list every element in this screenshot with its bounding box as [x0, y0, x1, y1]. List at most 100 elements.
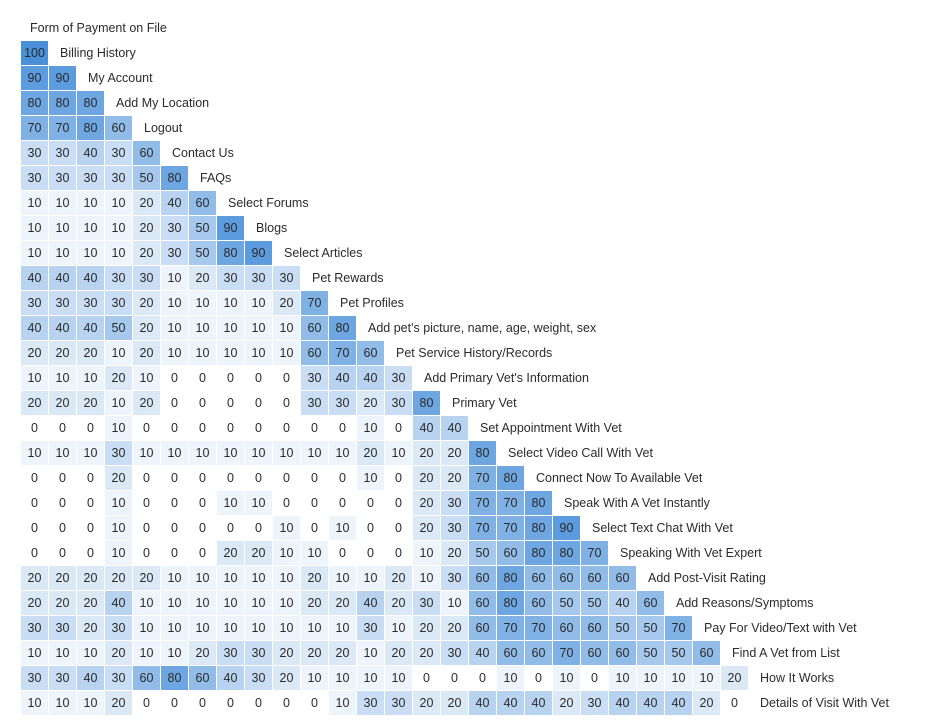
heatmap-cell: 50	[133, 166, 160, 190]
heatmap-cell: 0	[217, 391, 244, 415]
heatmap-cell: 70	[49, 116, 76, 140]
heatmap-cell: 10	[161, 316, 188, 340]
heatmap-cell: 0	[161, 366, 188, 390]
heatmap-cell: 0	[469, 666, 496, 690]
heatmap-cell: 30	[441, 641, 468, 665]
heatmap-cell: 30	[301, 366, 328, 390]
heatmap-cell: 70	[497, 516, 524, 540]
heatmap-cell: 30	[105, 291, 132, 315]
heatmap-cell: 80	[161, 166, 188, 190]
heatmap-cell: 10	[329, 566, 356, 590]
heatmap-cell: 10	[105, 516, 132, 540]
heatmap-cell: 0	[21, 541, 48, 565]
heatmap-cell: 40	[469, 691, 496, 715]
heatmap-cell: 30	[49, 666, 76, 690]
heatmap-cell: 80	[21, 91, 48, 115]
heatmap-cell: 10	[245, 316, 272, 340]
heatmap-cell: 10	[161, 266, 188, 290]
heatmap-cell: 0	[161, 541, 188, 565]
heatmap-cell: 30	[161, 241, 188, 265]
heatmap-cell: 20	[77, 341, 104, 365]
row-label: Connect Now To Available Vet	[536, 471, 703, 485]
heatmap-cell: 0	[217, 366, 244, 390]
heatmap-cell: 20	[133, 291, 160, 315]
row-label: Add Primary Vet's Information	[424, 371, 589, 385]
heatmap-cell: 10	[301, 616, 328, 640]
heatmap-cell: 30	[245, 666, 272, 690]
heatmap-cell: 0	[329, 416, 356, 440]
heatmap-cell: 10	[161, 591, 188, 615]
heatmap-cell: 80	[49, 91, 76, 115]
heatmap-cell: 20	[441, 691, 468, 715]
heatmap-cell: 50	[469, 541, 496, 565]
heatmap-cell: 10	[21, 191, 48, 215]
heatmap-cell: 10	[189, 441, 216, 465]
heatmap-cell: 40	[49, 266, 76, 290]
heatmap-cell: 0	[189, 541, 216, 565]
heatmap-cell: 0	[385, 516, 412, 540]
heatmap-cell: 30	[105, 441, 132, 465]
heatmap-cell: 10	[217, 591, 244, 615]
heatmap-cell: 20	[357, 441, 384, 465]
heatmap-cell: 40	[357, 366, 384, 390]
heatmap-cell: 0	[245, 416, 272, 440]
heatmap-cell: 30	[273, 266, 300, 290]
heatmap-cell: 10	[189, 316, 216, 340]
heatmap-cell: 0	[21, 516, 48, 540]
row-label: Contact Us	[172, 146, 234, 160]
heatmap-cell: 0	[301, 466, 328, 490]
heatmap-cell: 50	[665, 641, 692, 665]
heatmap-cell: 10	[189, 591, 216, 615]
heatmap-cell: 60	[497, 641, 524, 665]
heatmap-cell: 20	[357, 391, 384, 415]
heatmap-cell: 20	[77, 566, 104, 590]
heatmap-cell: 30	[21, 291, 48, 315]
heatmap-cell: 80	[525, 491, 552, 515]
heatmap-cell: 10	[133, 591, 160, 615]
heatmap-cell: 60	[133, 141, 160, 165]
heatmap-cell: 20	[133, 566, 160, 590]
heatmap-cell: 10	[245, 616, 272, 640]
heatmap-cell: 80	[497, 466, 524, 490]
heatmap-cell: 0	[133, 466, 160, 490]
heatmap-cell: 60	[301, 316, 328, 340]
heatmap-cell: 20	[189, 641, 216, 665]
heatmap-cell: 70	[469, 491, 496, 515]
heatmap-cell: 30	[21, 666, 48, 690]
heatmap-cell: 30	[441, 491, 468, 515]
row-label: Details of Visit With Vet	[760, 696, 889, 710]
heatmap-cell: 60	[469, 566, 496, 590]
heatmap-cell: 70	[469, 516, 496, 540]
heatmap-cell: 0	[245, 516, 272, 540]
heatmap-cell: 70	[21, 116, 48, 140]
row-label: Add Reasons/Symptoms	[676, 596, 814, 610]
heatmap-cell: 20	[21, 566, 48, 590]
heatmap-cell: 50	[105, 316, 132, 340]
heatmap-cell: 90	[217, 216, 244, 240]
row-label: Select Forums	[228, 196, 309, 210]
heatmap-cell: 10	[413, 566, 440, 590]
heatmap-cell: 80	[161, 666, 188, 690]
heatmap-cell: 10	[217, 341, 244, 365]
heatmap-cell: 20	[441, 616, 468, 640]
heatmap-cell: 30	[441, 566, 468, 590]
heatmap-cell: 0	[217, 691, 244, 715]
heatmap-cell: 10	[105, 216, 132, 240]
heatmap-cell: 10	[413, 541, 440, 565]
heatmap-cell: 40	[609, 591, 636, 615]
heatmap-cell: 80	[525, 541, 552, 565]
heatmap-cell: 10	[217, 291, 244, 315]
heatmap-cell: 30	[77, 291, 104, 315]
heatmap-cell: 60	[581, 616, 608, 640]
heatmap-cell: 20	[77, 391, 104, 415]
heatmap-cell: 20	[553, 691, 580, 715]
heatmap-cell: 10	[77, 241, 104, 265]
heatmap-cell: 10	[161, 441, 188, 465]
heatmap-cell: 10	[245, 491, 272, 515]
heatmap-cell: 60	[469, 591, 496, 615]
heatmap-cell: 20	[105, 641, 132, 665]
heatmap-cell: 50	[553, 591, 580, 615]
row-label: Blogs	[256, 221, 288, 235]
heatmap-cell: 0	[161, 516, 188, 540]
heatmap-cell: 10	[105, 491, 132, 515]
